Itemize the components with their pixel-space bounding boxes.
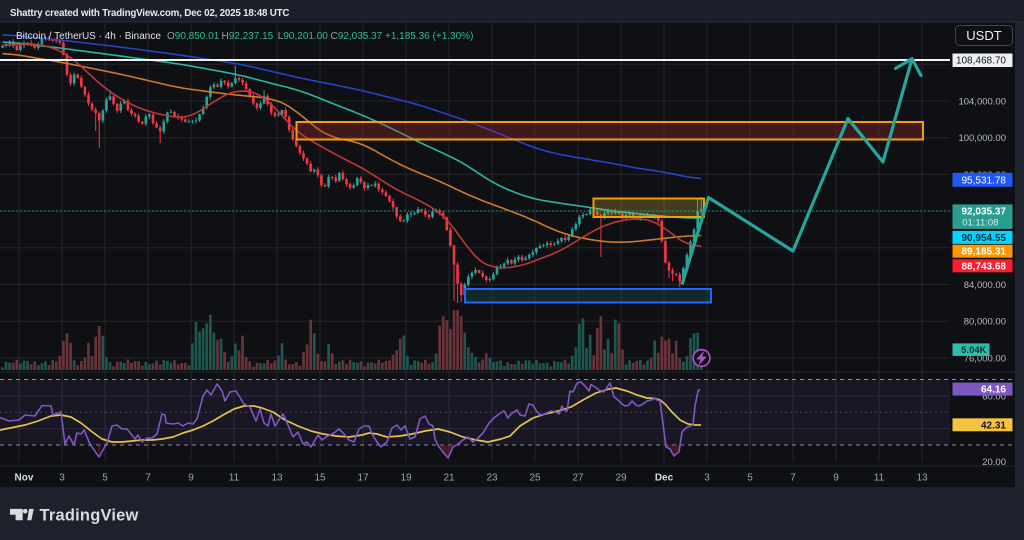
svg-text:42.31: 42.31 [981, 420, 1006, 431]
svg-text:5: 5 [102, 473, 108, 484]
svg-text:5.04K: 5.04K [961, 345, 986, 356]
svg-text:Nov: Nov [15, 473, 34, 484]
svg-text:23: 23 [486, 473, 498, 484]
svg-text:21: 21 [443, 473, 455, 484]
svg-text:19: 19 [400, 473, 412, 484]
svg-text:3: 3 [704, 473, 710, 484]
svg-text:17: 17 [357, 473, 369, 484]
svg-text:15: 15 [314, 473, 326, 484]
svg-text:01:11:08: 01:11:08 [962, 218, 998, 229]
svg-text:108,468.70: 108,468.70 [956, 56, 1006, 67]
svg-text:7: 7 [145, 473, 151, 484]
svg-text:25: 25 [529, 473, 541, 484]
svg-text:80,000.00: 80,000.00 [964, 317, 1006, 328]
svg-text:Dec: Dec [655, 473, 674, 484]
svg-text:Bitcoin / TetherUS · 4h · Bina: Bitcoin / TetherUS · 4h · Binance [16, 31, 161, 42]
svg-text:88,743.68: 88,743.68 [962, 261, 1007, 272]
svg-text:100,000.00: 100,000.00 [958, 133, 1006, 144]
svg-text:O90,850.01: O90,850.01 [167, 31, 220, 42]
svg-text:27: 27 [572, 473, 584, 484]
svg-text:92,035.37: 92,035.37 [962, 207, 1007, 218]
svg-text:76,000.00: 76,000.00 [964, 353, 1006, 364]
svg-text:95,531.78: 95,531.78 [962, 175, 1007, 186]
svg-text:20.00: 20.00 [982, 457, 1006, 468]
svg-text:104,000.00: 104,000.00 [958, 97, 1006, 108]
svg-text:9: 9 [188, 473, 194, 484]
svg-text:Shattry created with TradingVi: Shattry created with TradingView.com, De… [10, 8, 289, 19]
svg-text:90,954.55: 90,954.55 [962, 233, 1007, 244]
svg-text:13: 13 [271, 473, 283, 484]
svg-text:64.16: 64.16 [981, 385, 1006, 396]
svg-text:9: 9 [833, 473, 839, 484]
svg-text:TradingView: TradingView [40, 507, 139, 525]
svg-text:USDT: USDT [966, 28, 1001, 43]
svg-text:29: 29 [615, 473, 627, 484]
svg-text:+1,185.36 (+1.30%): +1,185.36 (+1.30%) [385, 31, 473, 42]
svg-text:3: 3 [59, 473, 65, 484]
svg-text:11: 11 [874, 473, 885, 484]
svg-text:7: 7 [790, 473, 796, 484]
svg-text:60.00: 60.00 [982, 391, 1006, 402]
svg-text:89,185.31: 89,185.31 [962, 247, 1007, 258]
svg-text:L90,201.00: L90,201.00 [278, 31, 328, 42]
svg-text:13: 13 [916, 473, 928, 484]
svg-text:11: 11 [229, 473, 240, 484]
svg-text:5: 5 [747, 473, 753, 484]
svg-text:84,000.00: 84,000.00 [964, 280, 1006, 291]
svg-text:C92,035.37: C92,035.37 [331, 31, 383, 42]
svg-text:H92,237.15: H92,237.15 [222, 31, 274, 42]
